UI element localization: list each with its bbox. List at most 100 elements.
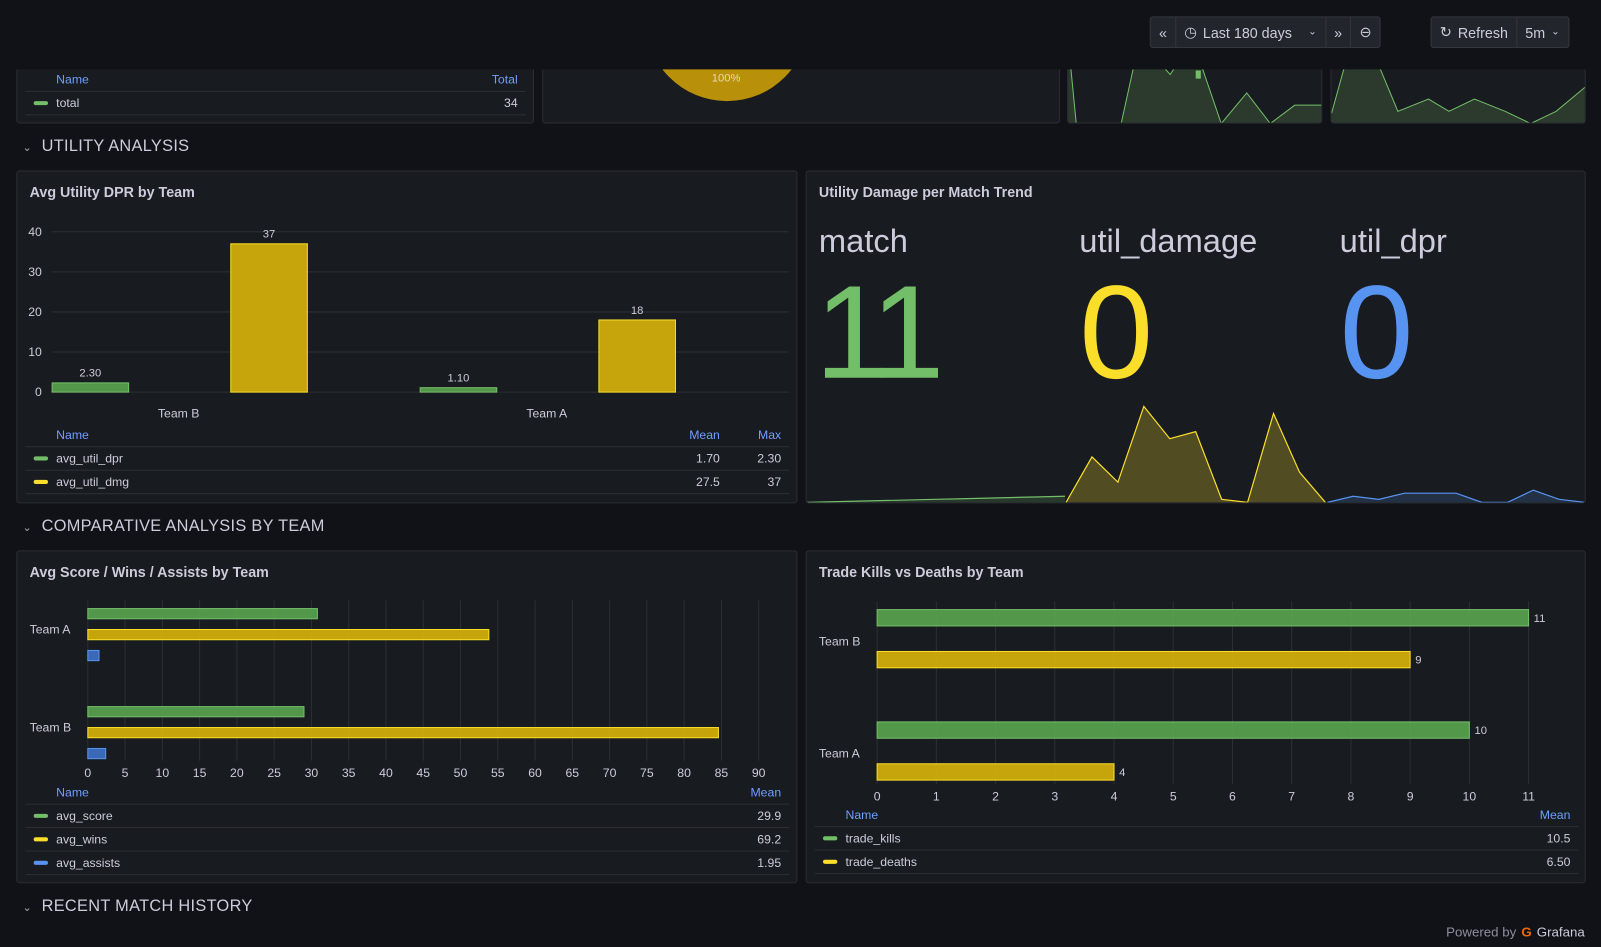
util-dpr-chart: 0 10 20 30 40 Team B 2.30 37 Team A 1.10 18	[28, 225, 789, 421]
x-tick-label: 15	[193, 766, 207, 780]
legend-row[interactable]: total 34	[25, 92, 526, 116]
legend-row[interactable]: trade_deaths 6.50	[814, 851, 1579, 875]
bar	[87, 747, 107, 760]
row-utility-analysis[interactable]: ⌄ UTILITY ANALYSIS	[22, 138, 189, 156]
refresh-button[interactable]: ↻ Refresh	[1432, 17, 1518, 47]
x-tick-label: 30	[305, 766, 319, 780]
bar-value-label: 1.10	[448, 373, 470, 385]
score-panel: Avg Score / Wins / Assists by Team 0 5 10 1…	[16, 550, 798, 884]
x-tick-label: 0	[874, 790, 881, 804]
legend-row[interactable]: avg_util_dmg 27.5 37	[25, 471, 790, 495]
y-tick-label: 40	[28, 225, 42, 239]
y-tick-label: 0	[35, 385, 42, 399]
bar-value-label: 10	[1474, 725, 1486, 737]
legend-max: 37	[767, 474, 782, 490]
row-comparative-analysis[interactable]: ⌄ COMPARATIVE ANALYSIS BY TEAM	[22, 518, 324, 536]
x-tick-label: 55	[491, 766, 505, 780]
sparkline-panel-1	[1067, 69, 1323, 124]
y-tick-label: 20	[28, 305, 42, 319]
y-tick-label: 30	[28, 265, 42, 279]
legend-name: avg_util_dpr	[56, 451, 123, 466]
util-trend-sparklines	[806, 405, 1585, 503]
sparkline	[1331, 69, 1585, 123]
refresh-interval-picker[interactable]: 5m ⌄	[1517, 17, 1568, 47]
x-tick-label: 50	[454, 766, 468, 780]
legend-header: Name Mean	[25, 785, 790, 805]
total-legend-panel: Name Total total 34	[16, 69, 535, 124]
stat-label-match: match	[818, 222, 908, 260]
scrolled-panels: Name Total total 34 100%	[0, 69, 1601, 125]
legend-header-mean[interactable]: Mean	[1539, 807, 1571, 822]
trade-panel: Trade Kills vs Deaths by Team 0 1 2 3 4 5 6 7 8 9…	[805, 550, 1586, 884]
y-tick-label: Team A	[819, 747, 861, 761]
panel-title: Avg Utility DPR by Team	[29, 183, 195, 201]
legend-mean: 1.95	[757, 855, 782, 870]
bar	[87, 608, 318, 620]
panel-title: Trade Kills vs Deaths by Team	[818, 563, 1024, 580]
legend-name: trade_kills	[845, 831, 901, 846]
util-dpr-panel: Avg Utility DPR by Team 0 10 20 30 40 Team B 2…	[16, 170, 798, 504]
chevron-down-icon: ⌄	[22, 901, 33, 914]
legend-row[interactable]: trade_kills 10.5	[814, 827, 1579, 851]
time-forward-button[interactable]: »	[1326, 17, 1352, 47]
zoom-out-button[interactable]: ⊖	[1351, 17, 1379, 47]
bar	[876, 721, 1470, 739]
score-chart: 0 5 10 15 20 25 30 35 40 45 50 55 60 65 70 75 80 85 90 Team…	[30, 600, 766, 780]
bar	[876, 763, 1115, 781]
bar	[876, 609, 1530, 627]
legend-header-total[interactable]: Total	[491, 72, 518, 87]
x-tick-label: 7	[1288, 790, 1295, 804]
sparkline-area	[1327, 490, 1585, 503]
legend-mean: 69.2	[757, 832, 782, 847]
legend-swatch	[33, 860, 48, 865]
legend-header-max[interactable]: Max	[757, 427, 782, 443]
bar-value-label: 2.30	[79, 368, 101, 380]
x-tick-label: 8	[1348, 790, 1355, 804]
legend-row[interactable]: avg_assists 1.95	[25, 852, 790, 876]
sparkline	[1068, 69, 1322, 123]
bar	[87, 649, 100, 662]
footer: Powered by G Grafana	[1446, 924, 1585, 939]
y-tick-label: Team B	[30, 721, 72, 735]
x-tick-label: 45	[416, 766, 430, 780]
legend-name: avg_util_dmg	[56, 474, 130, 490]
legend-mean: 1.70	[696, 451, 720, 466]
legend-name: trade_deaths	[845, 854, 918, 869]
powered-by-label: Powered by	[1446, 924, 1517, 940]
x-tick-label: Team B	[158, 407, 200, 421]
legend-header: Name Total	[25, 72, 526, 92]
legend-swatch	[823, 836, 838, 841]
legend-swatch	[33, 456, 48, 461]
time-picker-group: « ◷ Last 180 days ⌄ » ⊖	[1149, 16, 1381, 48]
refresh-group: ↻ Refresh 5m ⌄	[1430, 16, 1570, 48]
legend-header-name: Name	[56, 785, 89, 800]
grafana-link[interactable]: Grafana	[1536, 924, 1585, 940]
legend-name: avg_wins	[56, 832, 108, 847]
legend-header-mean[interactable]: Mean	[750, 785, 782, 800]
pie-label: 100%	[711, 72, 741, 85]
legend-header-mean[interactable]: Mean	[689, 427, 720, 443]
row-title: UTILITY ANALYSIS	[41, 137, 190, 156]
legend-row[interactable]: avg_util_dpr 1.70 2.30	[25, 447, 790, 471]
legend-swatch	[823, 859, 838, 864]
bar-value-label: 37	[263, 229, 275, 241]
legend-row[interactable]: avg_score 29.9	[25, 805, 790, 829]
y-tick-label: Team A	[30, 623, 72, 637]
legend-mean: 27.5	[696, 474, 720, 490]
x-tick-label: 70	[603, 766, 617, 780]
legend-mean: 6.50	[1546, 854, 1571, 869]
legend-name: avg_score	[56, 808, 113, 824]
util-trend-panel: Utility Damage per Match Trend match 11 …	[805, 170, 1586, 504]
legend-mean: 10.5	[1546, 831, 1571, 846]
row-title: COMPARATIVE ANALYSIS BY TEAM	[41, 517, 325, 536]
time-back-button[interactable]: «	[1151, 17, 1177, 47]
bar-value-label: 9	[1415, 655, 1421, 667]
legend-mean: 29.9	[757, 808, 782, 824]
legend-row[interactable]: avg_wins 69.2	[25, 828, 790, 852]
x-tick-label: 2	[992, 790, 999, 804]
x-tick-label: 60	[528, 766, 542, 780]
x-tick-label: 0	[84, 766, 91, 780]
bar	[87, 706, 305, 718]
time-range-picker[interactable]: ◷ Last 180 days ⌄	[1176, 17, 1326, 47]
row-recent-match-history[interactable]: ⌄ RECENT MATCH HISTORY	[22, 898, 252, 916]
